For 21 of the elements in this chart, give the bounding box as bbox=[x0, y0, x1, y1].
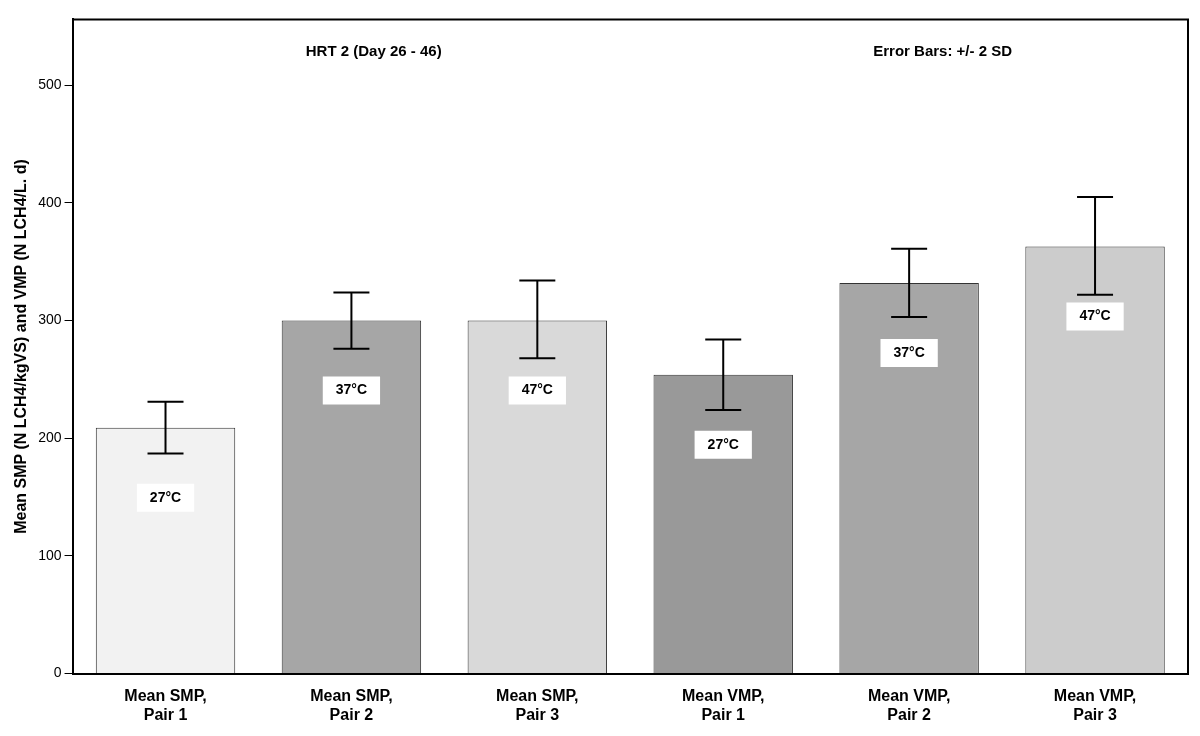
annotation: 27°C bbox=[149, 488, 182, 505]
y-tick-label: 400 bbox=[38, 193, 62, 210]
y-axis-title: Mean SMP (N LCH4/kgVS) and VMP (N LCH4/L. d) bbox=[12, 159, 30, 534]
y-tick-label: 500 bbox=[38, 76, 62, 93]
x-tick-label: Mean VMP, Pair 2 bbox=[867, 686, 951, 723]
x-tick-label: Mean VMP, Pair 3 bbox=[1053, 686, 1137, 723]
annotation: 47°C bbox=[521, 381, 553, 398]
annotation: 37°C bbox=[335, 381, 368, 398]
text: HRT 2 (Day 26 - 46) bbox=[305, 41, 442, 59]
annotation: 47°C bbox=[1079, 307, 1111, 324]
annotation: 27°C bbox=[707, 435, 739, 452]
x-tick-label: Mean SMP, Pair 3 bbox=[496, 686, 579, 723]
x-tick-label: Mean VMP, Pair 1 bbox=[682, 686, 765, 723]
y-tick-label: 0 bbox=[53, 664, 62, 681]
x-tick-label: Mean SMP, Pair 2 bbox=[310, 686, 393, 723]
y-tick-label: 200 bbox=[38, 429, 62, 446]
y-tick-label: 300 bbox=[38, 311, 62, 328]
y-tick-label: 100 bbox=[38, 546, 62, 563]
annotation: Error Bars: +/- 2 SD bbox=[873, 41, 1013, 59]
x-tick-label: Mean SMP, Pair 1 bbox=[124, 686, 207, 723]
annotation: 37°C bbox=[893, 343, 925, 360]
